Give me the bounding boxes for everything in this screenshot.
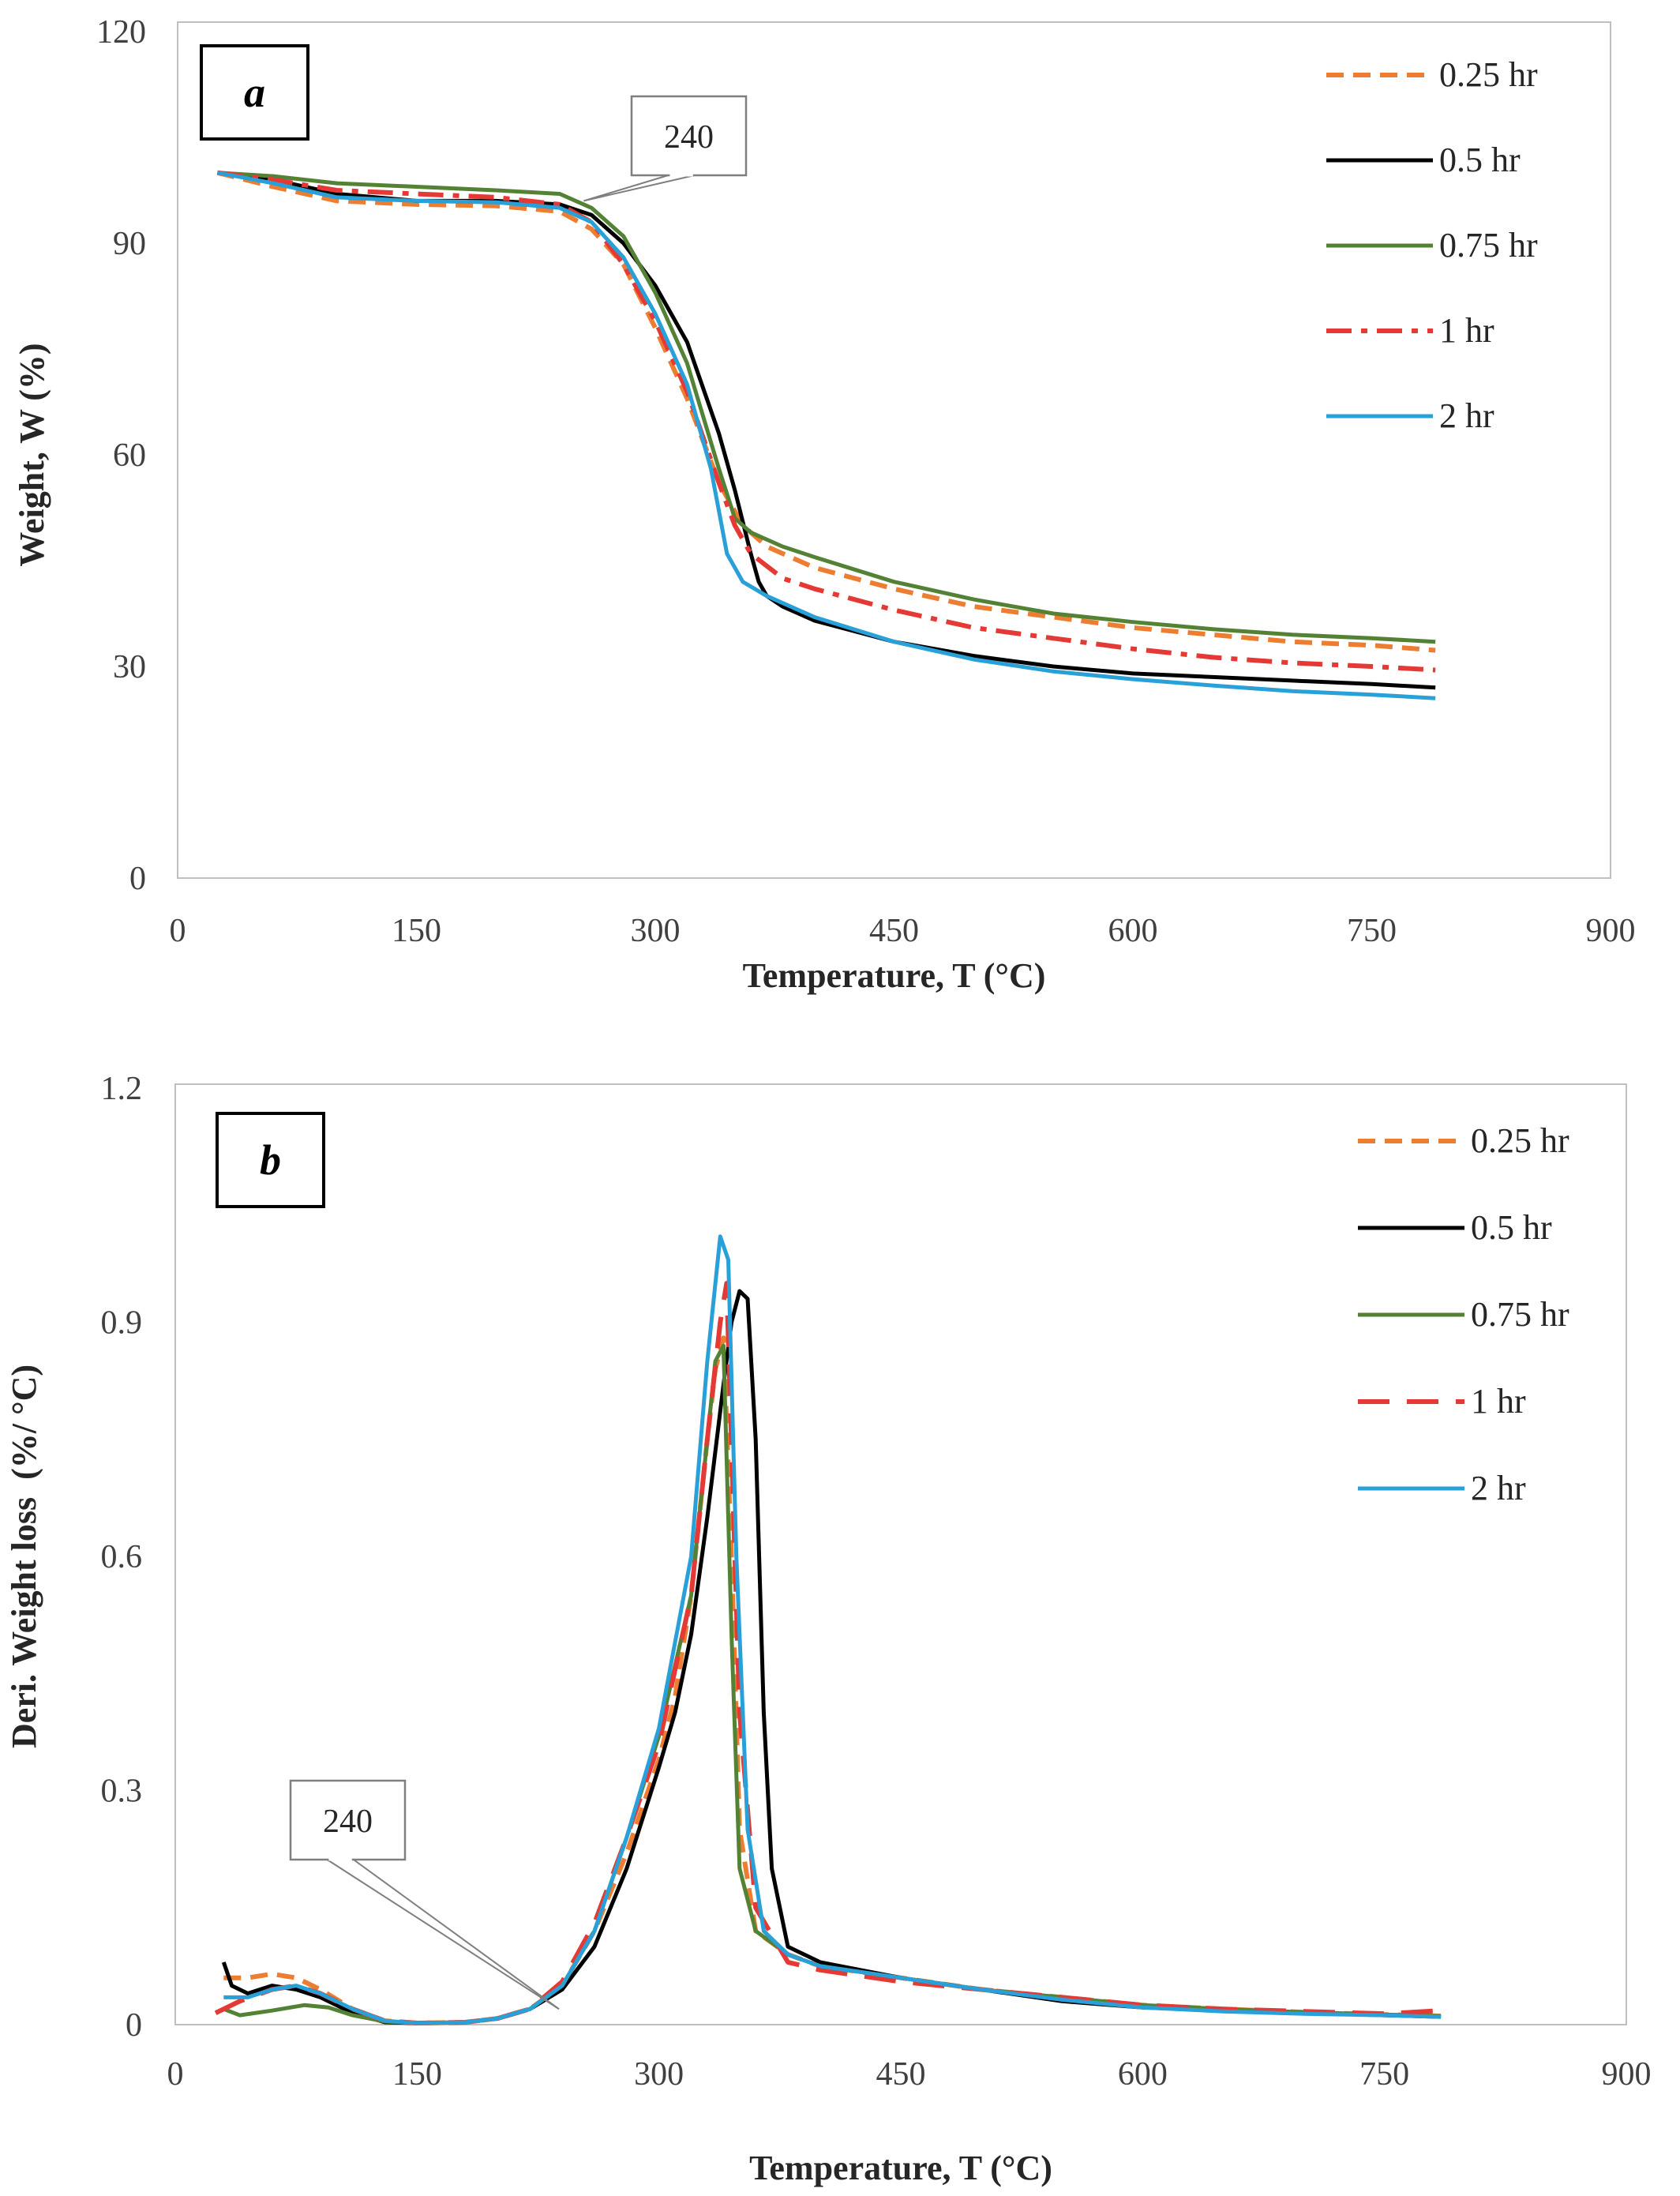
legend-label: 0.75 hr: [1471, 1295, 1569, 1334]
plot-area-frame: [177, 21, 1611, 879]
legend-label: 0.5 hr: [1471, 1208, 1552, 1247]
legend-label: 2 hr: [1439, 396, 1494, 435]
x-axis-title: Temperature, T (°C): [749, 2149, 1052, 2187]
x-tick-label: 900: [1586, 913, 1636, 949]
x-tick-label: 600: [1118, 2056, 1168, 2093]
panel-b: 0 0.3 0.6 0.9 1.2 0 150 300 450 600 750 900 Temperat…: [5, 1071, 1652, 2187]
series-line-2-hr: [216, 171, 1436, 700]
y-axis-title: Deri. Weight loss (%/ °C): [5, 1365, 43, 1748]
x-tick-label: 900: [1602, 2056, 1652, 2093]
x-tick-label: 150: [392, 2056, 442, 2093]
y-axis-title: Weight, W (%): [13, 343, 51, 566]
panel-label-box: [216, 1112, 325, 1208]
legend-label: 0.75 hr: [1439, 226, 1538, 265]
x-axis-title: Temperature, T (°C): [743, 956, 1046, 995]
callout-240: 240: [583, 95, 748, 202]
legend-label: 1 hr: [1439, 311, 1494, 350]
x-tick-label: 750: [1347, 913, 1397, 949]
panel-label: b: [260, 1136, 281, 1184]
legend-label: 1 hr: [1471, 1382, 1526, 1421]
callout-label: 240: [323, 1804, 373, 1840]
legend-label: 2 hr: [1471, 1469, 1526, 1507]
y-tick-label: 0.3: [101, 1774, 143, 1810]
y-tick-label: 60: [113, 437, 146, 474]
y-tick-label: 0: [129, 861, 146, 897]
x-tick-label: 300: [634, 2056, 684, 2093]
series-line-2-hr: [223, 1234, 1442, 2025]
y-tick-label: 120: [96, 14, 146, 51]
y-tick-label: 90: [113, 226, 146, 262]
x-tick-label: 0: [170, 913, 186, 949]
series-line-1-hr: [217, 170, 1436, 673]
x-tick-label: 300: [631, 913, 681, 949]
y-tick-label: 0: [126, 2007, 142, 2044]
y-tick-label: 0.9: [101, 1305, 143, 1342]
x-tick-label: 450: [876, 2056, 926, 2093]
panel-a: 0 30 60 90 120 0 150 300 450 600 750 900 Temperature…: [13, 14, 1636, 995]
x-tick-label: 0: [167, 2056, 184, 2093]
plot-area-frame: [174, 1083, 1627, 2025]
x-tick-label: 750: [1359, 2056, 1409, 2093]
legend-label: 0.25 hr: [1439, 55, 1538, 94]
callout-240: 240: [289, 1779, 560, 2010]
y-tick-label: 1.2: [101, 1071, 143, 1107]
x-tick-label: 600: [1108, 913, 1158, 949]
legend-label: 0.5 hr: [1439, 141, 1521, 179]
legend-label: 0.25 hr: [1471, 1121, 1569, 1160]
panel-label: a: [244, 69, 265, 116]
y-tick-label: 0.6: [101, 1539, 143, 1575]
series-line-0-75-hr: [217, 171, 1436, 644]
x-tick-label: 450: [869, 913, 919, 949]
callout-label: 240: [664, 119, 714, 156]
y-tick-label: 30: [113, 649, 146, 685]
series-line-1-hr: [214, 1281, 1442, 2025]
series-line-0-25-hr: [216, 170, 1436, 653]
x-tick-label: 150: [392, 913, 441, 949]
panel-label-box: [200, 44, 309, 141]
